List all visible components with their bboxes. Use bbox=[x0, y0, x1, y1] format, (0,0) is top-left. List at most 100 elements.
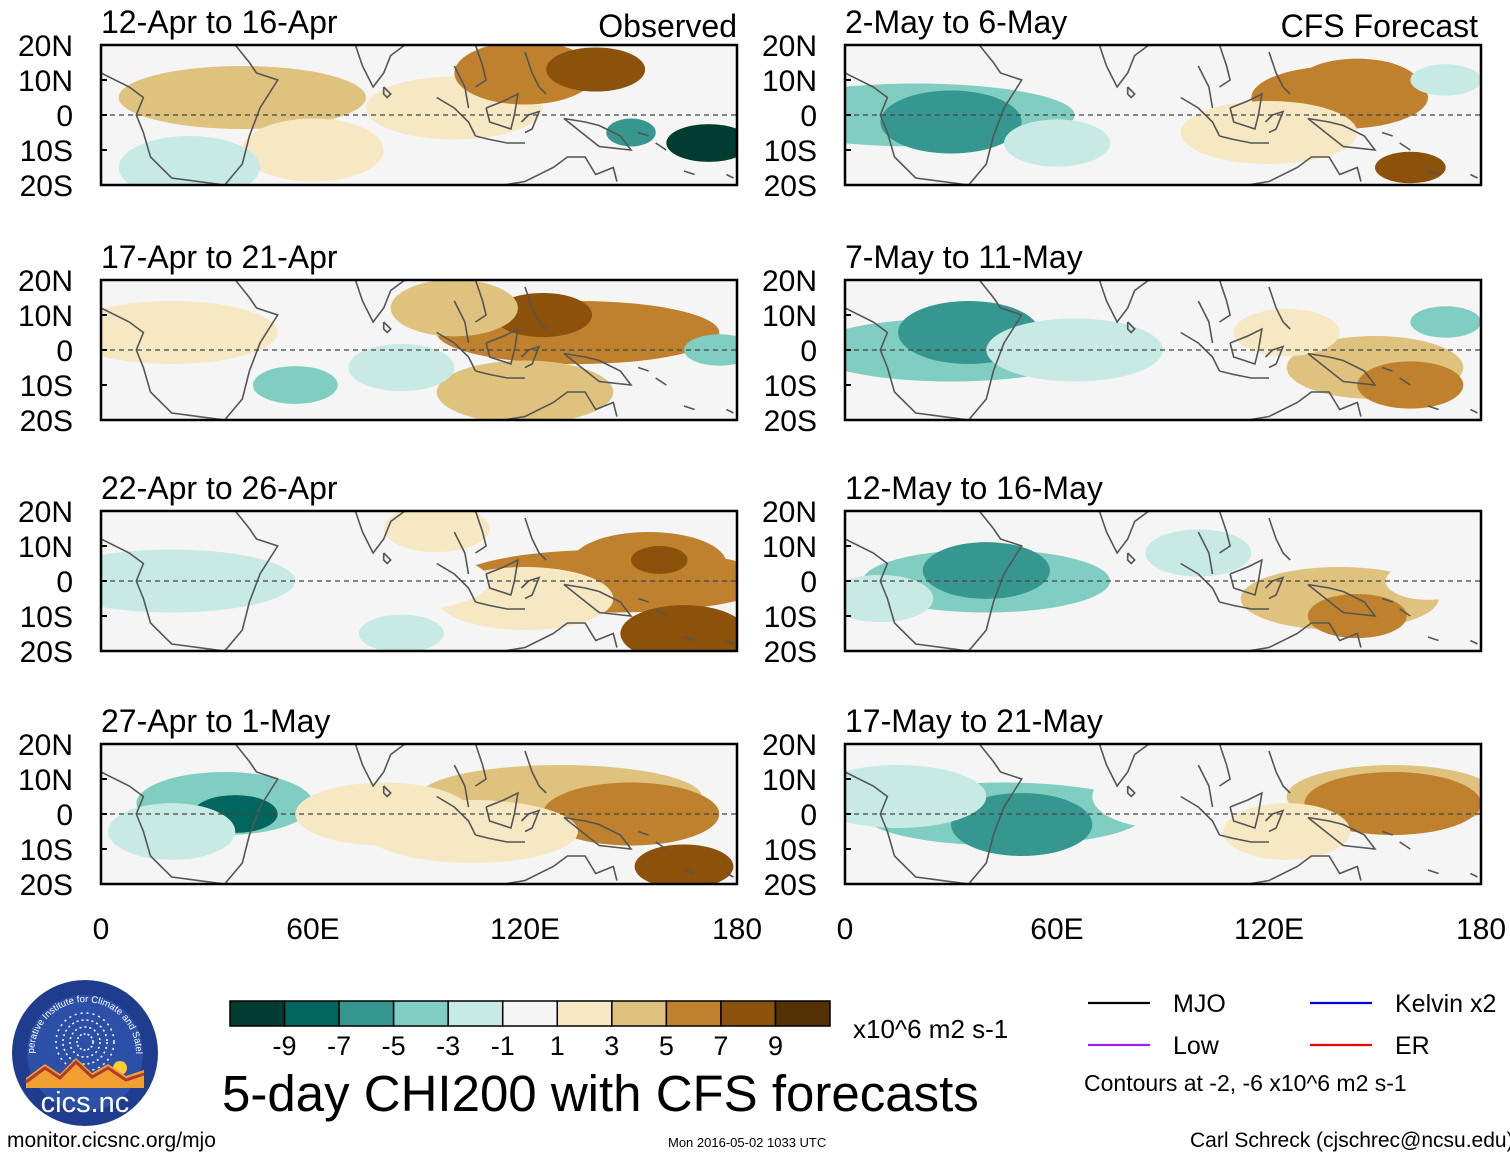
colorbar-box-6 bbox=[501, 1000, 559, 1027]
x-tick-label: 120E bbox=[490, 913, 560, 946]
anomaly-area-4 bbox=[118, 66, 367, 129]
y-tick-label: 10N bbox=[762, 300, 817, 333]
coastline-11 bbox=[524, 51, 547, 95]
coastline-3 bbox=[353, 45, 407, 89]
coastline-7 bbox=[1218, 511, 1232, 554]
coastline-13 bbox=[1247, 156, 1362, 185]
colorbar-box-10 bbox=[720, 1000, 777, 1027]
coastline-11 bbox=[1268, 750, 1291, 794]
coastline-10 bbox=[520, 345, 541, 369]
y-tick-label: 20S bbox=[764, 636, 817, 669]
y-tick-label: 10S bbox=[764, 834, 817, 867]
coastline-14 bbox=[1381, 131, 1393, 137]
anomaly-area-8 bbox=[101, 549, 296, 613]
anomaly-area-4 bbox=[620, 605, 737, 651]
colorbar-box-9 bbox=[665, 1000, 722, 1027]
column-title-observed: Observed bbox=[598, 8, 737, 44]
coastline-1 bbox=[845, 771, 969, 884]
y-tick-label: 0 bbox=[800, 566, 817, 599]
coastline-8 bbox=[1229, 791, 1263, 830]
anomaly-area-3 bbox=[493, 292, 593, 338]
y-tick-label: 10S bbox=[20, 135, 73, 168]
y-tick-label: 0 bbox=[56, 335, 73, 368]
coastline-7 bbox=[474, 744, 488, 787]
y-tick-label: 20S bbox=[764, 170, 817, 203]
coastline-16 bbox=[1427, 869, 1439, 875]
y-tick-label: 20N bbox=[762, 30, 817, 63]
coastline-17 bbox=[1470, 408, 1478, 414]
anomaly-area-3 bbox=[845, 574, 934, 623]
y-tick-label: 20N bbox=[762, 265, 817, 298]
colorbar-label: 1 bbox=[550, 1031, 565, 1061]
coastline-16 bbox=[1427, 170, 1439, 176]
coastline-17 bbox=[726, 408, 734, 414]
coastline-10 bbox=[1264, 110, 1285, 134]
y-tick-label: 10N bbox=[762, 65, 817, 98]
coastline-17 bbox=[726, 639, 734, 645]
coastline-8 bbox=[1229, 92, 1263, 131]
coastline-2 bbox=[224, 280, 279, 420]
y-tick-label: 20N bbox=[18, 496, 73, 529]
coastline-11 bbox=[524, 517, 547, 561]
coastline-4 bbox=[382, 552, 392, 565]
coastline-11 bbox=[1268, 286, 1291, 330]
coastline-3 bbox=[353, 511, 407, 555]
y-tick-label: 20S bbox=[764, 869, 817, 902]
y-tick-label: 10S bbox=[20, 601, 73, 634]
coastline-15 bbox=[655, 377, 667, 386]
coastline-14 bbox=[1381, 830, 1393, 836]
y-tick-label: 0 bbox=[56, 566, 73, 599]
anomaly-area-6 bbox=[1375, 151, 1446, 184]
coastline-8 bbox=[485, 791, 519, 830]
coastline-8 bbox=[485, 558, 519, 597]
anomaly-area-7 bbox=[1385, 562, 1471, 600]
anomaly-area-8 bbox=[118, 136, 260, 185]
coastline-10 bbox=[1264, 809, 1285, 833]
coastline-12 bbox=[563, 117, 633, 151]
coastline-11 bbox=[524, 286, 547, 330]
y-tick-label: 20N bbox=[762, 496, 817, 529]
logo-name: cics.nc bbox=[41, 1087, 130, 1119]
coastline-3 bbox=[353, 280, 407, 324]
coastline-2 bbox=[224, 511, 279, 651]
coastline-3 bbox=[1097, 511, 1151, 555]
anomaly-area-5 bbox=[1357, 361, 1464, 409]
coastline-14 bbox=[637, 366, 649, 372]
y-tick-label: 10N bbox=[18, 764, 73, 797]
x-tick-label: 60E bbox=[1030, 913, 1083, 946]
coastline-4 bbox=[382, 785, 392, 798]
coastline-16 bbox=[683, 869, 695, 875]
coastline-12 bbox=[1307, 583, 1377, 617]
colorbar-box-3 bbox=[338, 1000, 395, 1027]
coastline-11 bbox=[524, 750, 547, 794]
colorbar-label: 7 bbox=[713, 1031, 728, 1061]
x-tick-label: 0 bbox=[837, 913, 854, 946]
legend-label-1: MJO bbox=[1173, 990, 1226, 1018]
coastline-12 bbox=[563, 352, 633, 386]
coastline-9 bbox=[1219, 834, 1269, 843]
coastline-3 bbox=[1097, 280, 1151, 324]
coastline-2 bbox=[968, 511, 1023, 651]
anomaly-area-5 bbox=[542, 782, 720, 846]
anomaly-area-8 bbox=[1410, 64, 1481, 96]
coastline-9 bbox=[475, 834, 525, 843]
y-tick-label: 20S bbox=[20, 405, 73, 438]
coastline-7 bbox=[474, 280, 488, 323]
coastline-1 bbox=[101, 538, 225, 651]
coastline-15 bbox=[655, 608, 667, 617]
anomaly-area-7 bbox=[1233, 308, 1340, 357]
coastline-4 bbox=[1126, 321, 1136, 334]
coastline-2 bbox=[224, 744, 279, 884]
colorbar-label: -9 bbox=[273, 1031, 297, 1061]
legend-label-2: Kelvin x2 bbox=[1395, 990, 1496, 1018]
coastline-16 bbox=[1427, 405, 1439, 411]
coastline-16 bbox=[683, 405, 695, 411]
coastline-16 bbox=[683, 636, 695, 642]
y-tick-label: 0 bbox=[56, 100, 73, 133]
coastline-1 bbox=[101, 771, 225, 884]
panel-date-label: 27-Apr to 1-May bbox=[101, 703, 330, 739]
coastline-14 bbox=[637, 131, 649, 137]
coastline-12 bbox=[563, 583, 633, 617]
coastline-13 bbox=[503, 855, 618, 884]
y-tick-label: 10S bbox=[20, 370, 73, 403]
